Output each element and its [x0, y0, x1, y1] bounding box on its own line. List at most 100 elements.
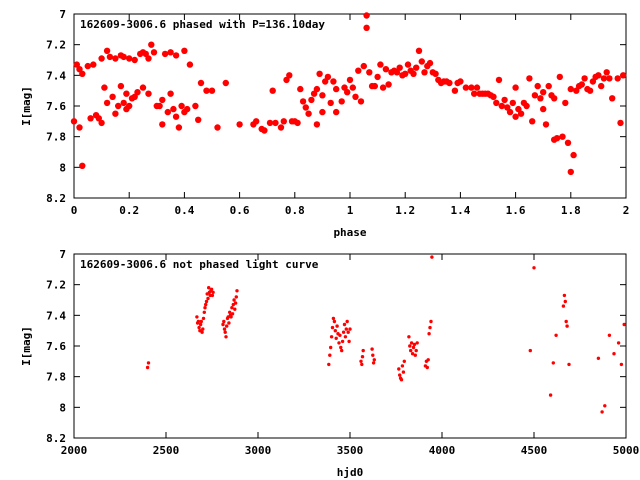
data-point [106, 53, 114, 61]
data-point [79, 162, 86, 169]
data-point [581, 75, 588, 82]
data-point [410, 70, 417, 78]
data-point [619, 362, 624, 367]
data-point [415, 341, 419, 345]
data-point [195, 315, 199, 319]
data-point [329, 345, 333, 350]
data-point [346, 330, 350, 334]
data-point [334, 336, 338, 340]
x-tick-label: 2000 [61, 444, 88, 457]
data-point [563, 299, 567, 304]
data-point [495, 76, 503, 84]
data-point [567, 168, 574, 176]
data-point [493, 99, 500, 107]
data-point [529, 118, 536, 125]
data-point [374, 73, 381, 81]
data-point [372, 358, 376, 362]
x-tick-label: 2500 [153, 444, 180, 457]
data-point [401, 370, 406, 374]
data-point [617, 119, 624, 127]
data-point [305, 110, 312, 117]
y-tick-label: 8.2 [46, 192, 66, 205]
data-point [203, 306, 207, 310]
data-point [564, 139, 572, 146]
data-point [340, 339, 345, 344]
data-point [402, 70, 409, 78]
data-point [198, 322, 203, 327]
data-point [223, 330, 227, 334]
data-point [567, 362, 571, 367]
data-point [308, 96, 315, 104]
data-point [229, 315, 233, 319]
x-tick-label: 0.6 [230, 204, 250, 217]
data-point [332, 319, 337, 324]
data-point [333, 85, 340, 93]
data-point [327, 362, 331, 367]
data-point [335, 324, 339, 328]
data-point [556, 73, 563, 81]
data-point [98, 55, 105, 62]
data-point [504, 104, 511, 111]
data-point [413, 353, 417, 357]
data-point [277, 124, 285, 131]
y-tick-label: 7 [59, 8, 66, 21]
data-point [131, 93, 138, 101]
x-tick-label: 1.4 [450, 204, 470, 217]
data-point [622, 322, 626, 327]
data-point [340, 348, 344, 353]
data-point [398, 373, 402, 377]
data-point [206, 296, 210, 301]
data-point [554, 333, 558, 337]
data-point [214, 124, 221, 131]
data-point [233, 307, 237, 311]
data-point [620, 72, 627, 79]
x-tick-label: 4500 [521, 444, 548, 457]
data-point [232, 298, 236, 302]
data-point [415, 47, 423, 54]
data-point [400, 364, 405, 368]
data-point [329, 335, 334, 339]
data-point [170, 105, 177, 113]
data-point [199, 319, 203, 324]
data-point [412, 342, 417, 347]
data-point [526, 75, 533, 82]
data-point [411, 345, 416, 350]
data-point [211, 290, 215, 294]
x-tick-label: 3500 [337, 444, 364, 457]
data-point [595, 72, 602, 79]
data-point [131, 56, 138, 64]
data-point [339, 345, 343, 350]
data-point [471, 90, 478, 97]
data-point [196, 319, 201, 324]
data-point [330, 325, 335, 330]
data-point [230, 312, 235, 316]
data-point [186, 61, 194, 68]
data-point [509, 99, 516, 107]
data-point [360, 355, 365, 359]
y-tick-label: 8 [59, 161, 66, 174]
x-tick-label: 4000 [429, 444, 456, 457]
data-point [228, 310, 232, 314]
data-point [562, 99, 569, 107]
data-point [600, 410, 604, 414]
data-point [236, 121, 243, 128]
data-point [407, 335, 411, 339]
x-tick-label: 1 [347, 204, 354, 217]
data-point [616, 341, 621, 345]
data-point [382, 66, 390, 73]
data-point [596, 356, 601, 360]
data-point [209, 287, 214, 291]
data-point [221, 322, 225, 327]
data-point [598, 82, 605, 90]
data-point [528, 348, 532, 353]
data-point [414, 348, 418, 353]
data-point [319, 92, 326, 99]
data-point [178, 102, 185, 110]
data-point [227, 321, 231, 325]
data-point [204, 302, 208, 307]
data-point [614, 75, 621, 82]
data-point [225, 324, 229, 328]
data-point [586, 87, 594, 94]
data-point [570, 151, 577, 159]
data-point [359, 359, 363, 363]
